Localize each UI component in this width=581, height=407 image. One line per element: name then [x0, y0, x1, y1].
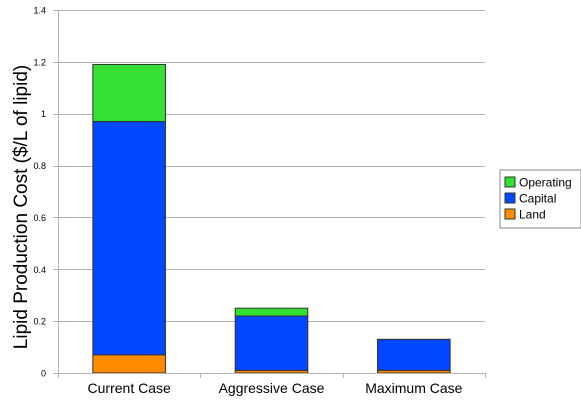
axes	[53, 10, 486, 378]
legend-label-operating: Operating	[519, 176, 572, 190]
bars	[92, 63, 451, 374]
y-tick-label: 0.6	[33, 213, 46, 223]
y-tick-label: 0.4	[33, 265, 46, 275]
legend-label-land: Land	[519, 208, 546, 222]
bar-segment-capital	[92, 120, 166, 356]
x-tick-label: Current Case	[88, 380, 171, 396]
bar-segment-capital	[377, 338, 451, 371]
legend-swatch-operating	[504, 176, 516, 188]
y-axis-label: Lipid Production Cost ($/L of lipid)	[11, 65, 32, 349]
y-tick-label: 0.2	[33, 317, 46, 327]
x-tick-label: Maximum Case	[365, 380, 462, 396]
y-tick-labels: 0 0.2 0.4 0.6 0.8 1 1.2 1.4	[33, 6, 46, 379]
bar-segment-operating	[234, 307, 309, 317]
x-tick-label: Aggressive Case	[219, 380, 325, 396]
legend-label-capital: Capital	[519, 192, 556, 206]
y-tick-label: 1.2	[33, 57, 46, 67]
bar-segment-capital	[234, 315, 309, 371]
legend-swatch-capital	[504, 192, 516, 204]
y-tick-label: 0	[41, 369, 46, 379]
bar-segment-land	[92, 354, 166, 374]
legend: Operating Capital Land	[499, 169, 581, 229]
x-tick-labels: Current Case Aggressive Case Maximum Case	[88, 380, 463, 396]
bar-segment-operating	[92, 63, 166, 122]
y-tick-label: 1.4	[33, 6, 46, 16]
legend-swatch-land	[504, 208, 516, 220]
y-tick-label: 0.8	[33, 161, 46, 171]
y-tick-label: 1	[41, 109, 46, 119]
